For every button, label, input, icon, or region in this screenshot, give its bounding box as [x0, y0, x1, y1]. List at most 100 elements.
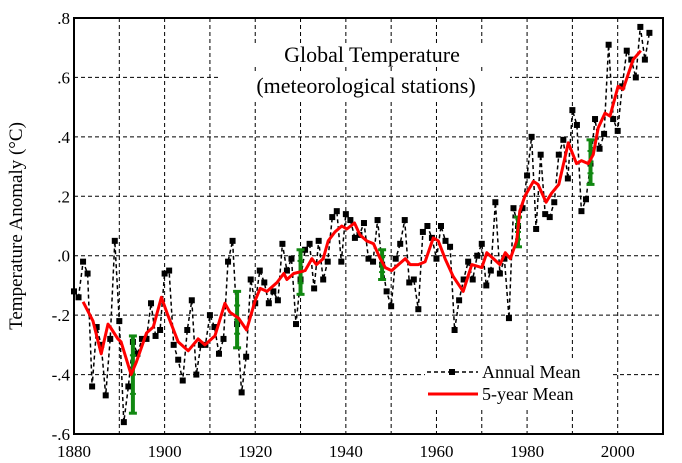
annual-mean-point [388, 303, 395, 310]
legend-5year-label: 5-year Mean [482, 384, 573, 404]
annual-mean-point [437, 223, 444, 229]
annual-mean-point [211, 324, 218, 331]
annual-mean-point [225, 258, 232, 265]
annual-mean-point [311, 285, 318, 292]
annual-mean-point [519, 205, 526, 212]
annual-mean-point [338, 258, 345, 265]
annual-mean-point [415, 306, 422, 313]
annual-mean-point [410, 276, 417, 283]
annual-mean-point [528, 133, 535, 140]
five-year-mean-line [81, 49, 642, 377]
y-tick-label: .8 [57, 9, 70, 28]
annual-mean-point [424, 223, 431, 229]
annual-mean-point [383, 288, 390, 295]
annual-mean-point [256, 267, 263, 274]
annual-mean-point [265, 300, 272, 307]
annual-mean-point [401, 217, 408, 224]
annual-mean-point [84, 270, 91, 277]
annual-mean-point [478, 240, 485, 247]
y-tick-label: .4 [57, 128, 70, 147]
annual-mean-point [93, 324, 100, 331]
annual-mean-point [619, 83, 626, 90]
annual-mean-point [483, 282, 490, 289]
annual-mean-point [243, 353, 250, 360]
annual-mean-point [419, 228, 426, 235]
annual-mean-point [578, 208, 585, 215]
annual-mean-point [98, 341, 105, 348]
annual-mean-point [270, 288, 277, 295]
annual-mean-point [229, 237, 236, 244]
annual-mean-point [288, 255, 295, 262]
x-tick-label: 1940 [329, 442, 363, 461]
annual-mean-point [601, 130, 608, 137]
annual-mean-point [347, 217, 354, 224]
annual-mean-point [610, 116, 617, 123]
annual-mean-point [111, 237, 118, 244]
y-axis-title: Temperature Anomaly (°C) [6, 122, 27, 330]
annual-mean-point [261, 279, 268, 286]
annual-mean-point [456, 297, 463, 304]
annual-mean-point [465, 258, 472, 265]
annual-mean-point [184, 327, 191, 333]
annual-mean-point [533, 225, 540, 232]
annual-mean-point [582, 196, 589, 203]
annual-mean-point [637, 23, 644, 30]
y-tick-labels: -.6 -.4 -.2 .0 .2 .4 .6 .8 [52, 9, 71, 444]
annual-mean-point [75, 294, 82, 301]
chart-subtitle: (meteorological stations) [256, 73, 475, 98]
annual-mean-point [496, 270, 503, 277]
annual-mean-point [188, 297, 195, 304]
annual-mean-point [238, 389, 245, 396]
annual-mean-point [628, 56, 635, 63]
x-tick-labels: 1880 1900 1920 1940 1960 1980 2000 [57, 442, 635, 461]
annual-mean-point [170, 341, 177, 348]
annual-mean-series [71, 23, 653, 426]
x-tick-label: 1960 [419, 442, 453, 461]
annual-mean-point [501, 255, 508, 262]
annual-mean-point [524, 172, 531, 179]
y-tick-label: .2 [57, 187, 70, 206]
annual-mean-point [596, 145, 603, 152]
annual-mean-point [302, 246, 309, 253]
y-tick-label: -.2 [52, 306, 70, 325]
annual-mean-point [537, 151, 544, 158]
annual-mean-point [134, 350, 141, 357]
x-tick-label: 1980 [510, 442, 544, 461]
annual-mean-point [573, 121, 580, 128]
annual-mean-point [370, 258, 377, 265]
annual-mean-point [474, 252, 481, 259]
annual-mean-point [247, 276, 254, 283]
annual-mean-point [492, 199, 499, 206]
annual-mean-point [632, 74, 639, 81]
annual-mean-point [342, 211, 349, 218]
annual-mean-point [592, 116, 599, 123]
annual-mean-point [605, 41, 612, 48]
title-background [237, 44, 507, 64]
annual-mean-point [614, 127, 621, 134]
annual-mean-point [542, 211, 549, 218]
error-bar [233, 289, 242, 350]
x-tick-label: 1880 [57, 442, 91, 461]
annual-mean-point [487, 267, 494, 274]
annual-mean-point [442, 237, 449, 244]
annual-mean-point [433, 255, 440, 262]
annual-mean-point [206, 312, 213, 319]
annual-mean-point [564, 175, 571, 182]
annual-mean-point [143, 335, 150, 342]
annual-mean-point [397, 240, 404, 247]
annual-mean-point [460, 276, 467, 283]
annual-mean-point [120, 419, 127, 426]
annual-mean-point [89, 383, 96, 390]
x-tick-label: 1900 [148, 442, 182, 461]
legend: Annual Mean 5-year Mean [425, 361, 611, 407]
y-tick-label: .6 [57, 68, 70, 87]
chart-title: Global Temperature [284, 42, 460, 67]
five-year-mean-series [81, 49, 642, 377]
annual-mean-point [175, 356, 182, 363]
annual-mean-point [116, 318, 123, 325]
annual-mean-point [283, 267, 290, 274]
annual-mean-point [80, 258, 87, 265]
annual-mean-point [125, 383, 132, 390]
annual-mean-point [279, 240, 286, 247]
